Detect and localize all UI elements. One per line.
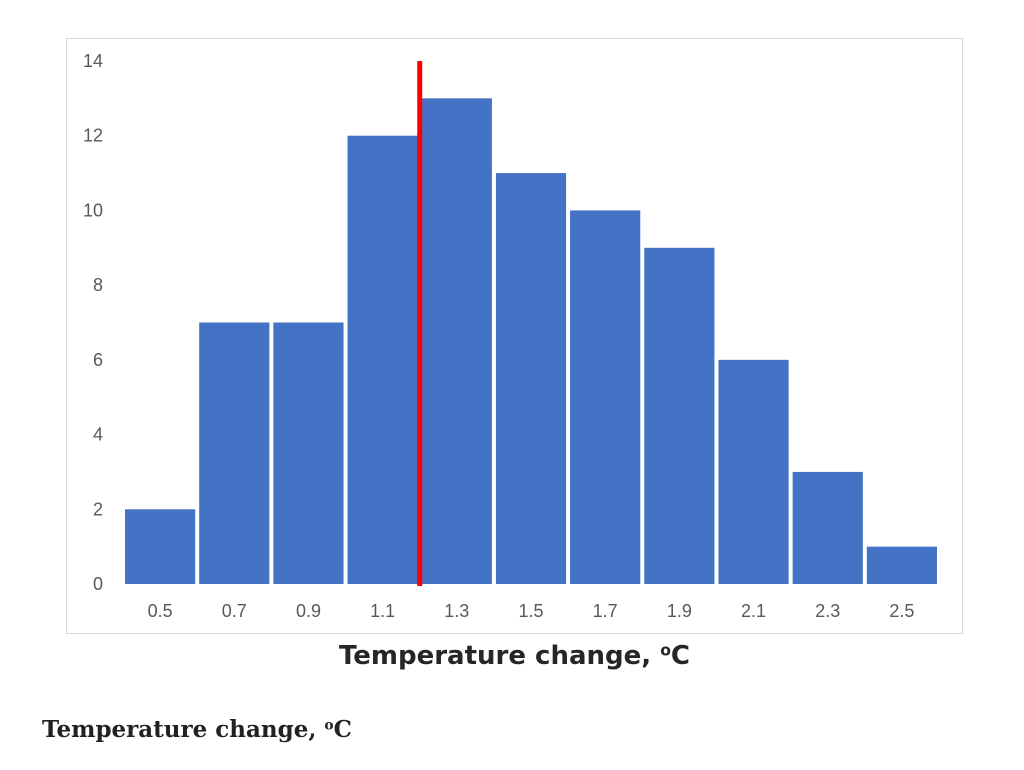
histogram-bar [866,546,937,584]
x-tick-label: 0.7 [222,601,247,621]
y-tick-label: 4 [93,425,103,445]
x-tick-label: 2.1 [741,601,766,621]
x-axis-label-degree: o [660,641,671,660]
caption-text: Temperature change, [42,716,325,743]
x-tick-label: 0.5 [148,601,173,621]
y-tick-label: 8 [93,275,103,295]
histogram-bar [347,135,418,584]
histogram-bar [718,359,789,584]
x-tick-label: 0.9 [296,601,321,621]
y-tick-label: 12 [83,126,103,146]
histogram-bar [273,322,344,584]
histogram-chart: 0.5 0.7 0.9 1.1 1.3 1.5 1.7 1.9 2.1 2.3 2.5 0 2 4 6 8 10… [83,51,937,621]
caption-unit: C [333,716,352,743]
x-tick-label: 2.5 [889,601,914,621]
x-axis-label-unit: C [670,641,691,671]
histogram-bar [792,471,863,584]
histogram-bar [125,509,196,584]
y-tick-label: 2 [93,499,103,519]
figure-caption: Temperature change, oC [42,716,352,743]
histogram-bar [421,98,492,584]
y-tick-label: 10 [83,200,103,220]
histogram-bar [644,247,715,585]
histogram-bar [495,173,567,585]
x-tick-label: 1.9 [667,601,692,621]
caption-degree: o [324,717,334,734]
y-tick-label: 0 [93,574,103,594]
histogram-bar [570,210,641,584]
x-axis-label-text: Temperature change, [338,641,661,671]
x-tick-label: 1.5 [518,601,543,621]
x-axis-label: Temperature change, oC [66,641,963,671]
histogram-bar [199,322,270,584]
x-tick-label: 1.1 [370,601,395,621]
x-tick-label: 2.3 [815,601,840,621]
x-tick-label: 1.3 [444,601,469,621]
x-tick-label: 1.7 [593,601,618,621]
y-tick-label: 14 [83,51,103,71]
y-tick-label: 6 [93,350,103,370]
